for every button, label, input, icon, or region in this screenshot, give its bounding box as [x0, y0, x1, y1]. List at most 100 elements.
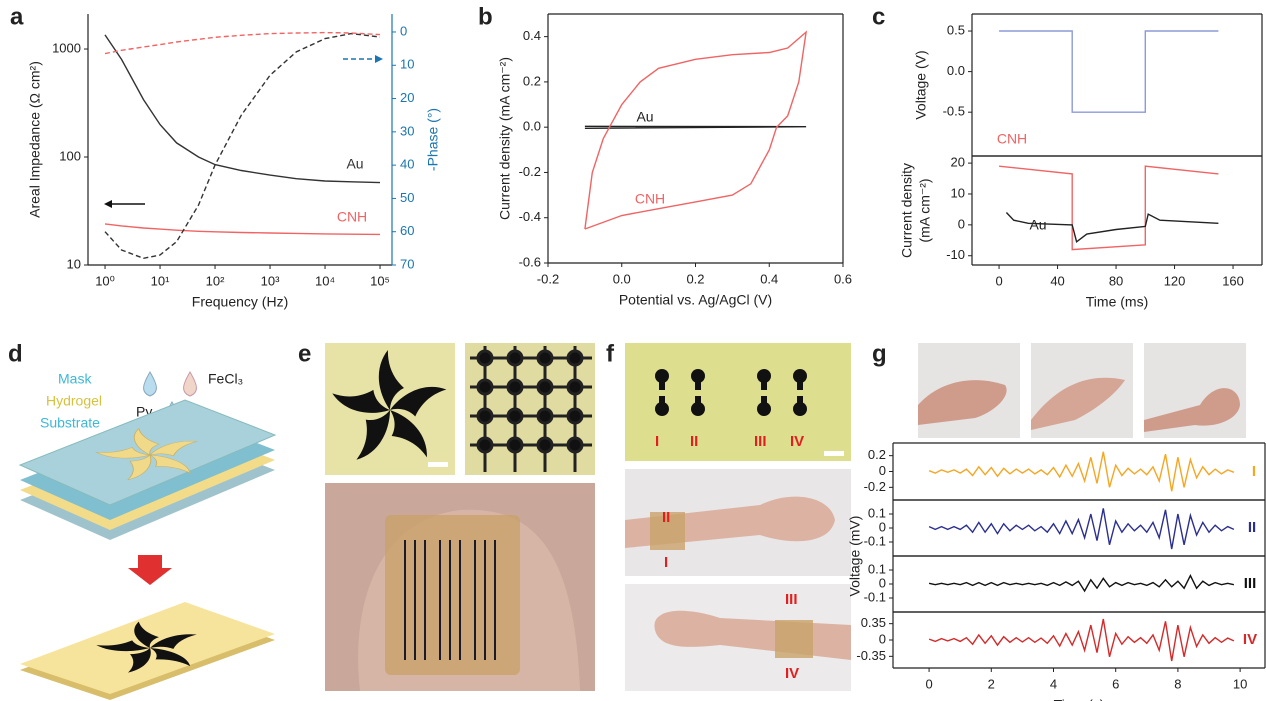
panel-label: a — [10, 3, 24, 30]
y2-tick-label: 70 — [400, 256, 414, 271]
y-tick-label: -0.5 — [943, 104, 965, 119]
y-tick-label: 20 — [951, 155, 965, 170]
y-tick-label: 0.5 — [947, 22, 965, 37]
x-tick-label: 6 — [1112, 676, 1119, 691]
series-line — [585, 32, 806, 229]
y2-tick-label: 20 — [400, 90, 414, 105]
series-label: III — [1244, 575, 1257, 592]
y-tick-label: 1000 — [52, 40, 81, 55]
series-line — [105, 33, 380, 54]
y-tick-label: -0.2 — [519, 164, 541, 179]
y-tick-label: 0.2 — [523, 73, 541, 88]
y2-tick-label: 10 — [400, 57, 414, 72]
panel-label: e — [298, 340, 311, 367]
y2-tick-label: 50 — [400, 190, 414, 205]
y-tick-label: 10 — [951, 185, 965, 200]
electrode-label: III — [754, 433, 767, 450]
series-label: IV — [1243, 631, 1257, 648]
series-label: I — [1252, 463, 1256, 480]
precursor-label: FeCl₃ — [208, 371, 243, 387]
process-arrow — [128, 555, 172, 585]
y-axis-label: Voltage (V) — [913, 50, 929, 119]
x-tick-label: 10¹ — [151, 273, 170, 288]
x-tick-label: -0.2 — [537, 271, 559, 286]
y-tick-label: -0.4 — [519, 209, 541, 224]
x-axis-label: Time (ms) — [1086, 294, 1148, 310]
series-label: Au — [346, 156, 363, 172]
y-tick-label: -0.2 — [864, 479, 886, 494]
series-line — [585, 126, 806, 128]
x-tick-label: 10⁵ — [370, 273, 390, 288]
y-axis-label: Current density (mA cm⁻²) — [497, 57, 513, 220]
series-label: CNH — [635, 191, 665, 207]
y-tick-label: -10 — [946, 247, 965, 262]
y-tick-label: 0.4 — [523, 28, 541, 43]
y-tick-label: -0.1 — [864, 589, 886, 604]
panel-label: d — [8, 340, 23, 367]
x-tick-label: 10⁴ — [315, 273, 335, 288]
y-tick-label: 0.0 — [947, 63, 965, 78]
y-tick-label: 0 — [879, 519, 886, 534]
electrode-label: II — [690, 433, 698, 450]
y2-axis-label: -Phase (°) — [425, 108, 441, 171]
series-label: Au — [636, 109, 653, 125]
y-tick-label: 0.2 — [868, 447, 886, 462]
y-tick-label: -0.1 — [864, 533, 886, 548]
x-tick-label: 8 — [1174, 676, 1181, 691]
series-line — [929, 452, 1234, 492]
panel-label: c — [872, 3, 885, 30]
y-tick-label: 10 — [67, 256, 81, 271]
y-axis-label: Current density — [899, 163, 915, 258]
x-tick-label: 10 — [1233, 676, 1247, 691]
series-line — [929, 508, 1234, 549]
electrode-label: IV — [790, 433, 804, 450]
x-tick-label: 80 — [1109, 273, 1123, 288]
series-line — [929, 619, 1234, 661]
y-tick-label: 0 — [958, 216, 965, 231]
series-label: CNH — [337, 209, 367, 225]
x-tick-label: 10⁰ — [95, 273, 115, 288]
y-tick-label: 0.0 — [523, 119, 541, 134]
x-tick-label: 10³ — [261, 273, 280, 288]
scale-bar — [428, 462, 448, 467]
layer-label: Mask — [58, 371, 92, 387]
layer-label: Substrate — [40, 415, 100, 431]
x-tick-label: 40 — [1050, 273, 1064, 288]
panel-label: b — [478, 3, 493, 30]
x-axis-label: Potential vs. Ag/AgCl (V) — [619, 292, 772, 308]
series-line — [999, 166, 1218, 249]
y-tick-label: 0.35 — [861, 615, 886, 630]
y-axis-label: Voltage (mV) — [847, 516, 863, 597]
panel-label: f — [606, 340, 615, 367]
x-tick-label: 0.6 — [834, 271, 852, 286]
series-label: II — [1248, 519, 1256, 536]
y2-tick-label: 0 — [400, 23, 407, 38]
electrode-label: III — [785, 591, 798, 608]
y2-tick-label: 30 — [400, 123, 414, 138]
scale-bar — [824, 451, 844, 456]
y-tick-label: 0 — [879, 463, 886, 478]
x-tick-label: 2 — [988, 676, 995, 691]
x-tick-label: 4 — [1050, 676, 1057, 691]
patch — [775, 620, 813, 658]
x-tick-label: 0 — [925, 676, 932, 691]
y-axis-label: Areal Impedance (Ω cm²) — [27, 61, 43, 218]
series-line — [929, 576, 1234, 591]
x-tick-label: 0 — [995, 273, 1002, 288]
y-tick-label: -0.35 — [856, 648, 886, 663]
electrode-label: I — [655, 433, 659, 450]
y-tick-label: -0.6 — [519, 254, 541, 269]
x-tick-label: 10² — [206, 273, 225, 288]
series-label: CNH — [997, 131, 1027, 147]
electrode-label: I — [664, 554, 668, 571]
y-tick-label: 0.1 — [868, 505, 886, 520]
series-line — [105, 35, 380, 183]
arrow-head — [375, 55, 383, 63]
figure: a b c d e f g Mask Hydrogel Substrate Py… — [0, 0, 1266, 701]
x-tick-label: 0.2 — [686, 271, 704, 286]
x-tick-label: 160 — [1222, 273, 1244, 288]
page: a b c d e f g Mask Hydrogel Substrate Py… — [0, 0, 1266, 701]
y-axis-label: (mA cm⁻²) — [917, 178, 933, 242]
droplet — [144, 372, 157, 396]
x-axis-label: Frequency (Hz) — [192, 294, 288, 310]
